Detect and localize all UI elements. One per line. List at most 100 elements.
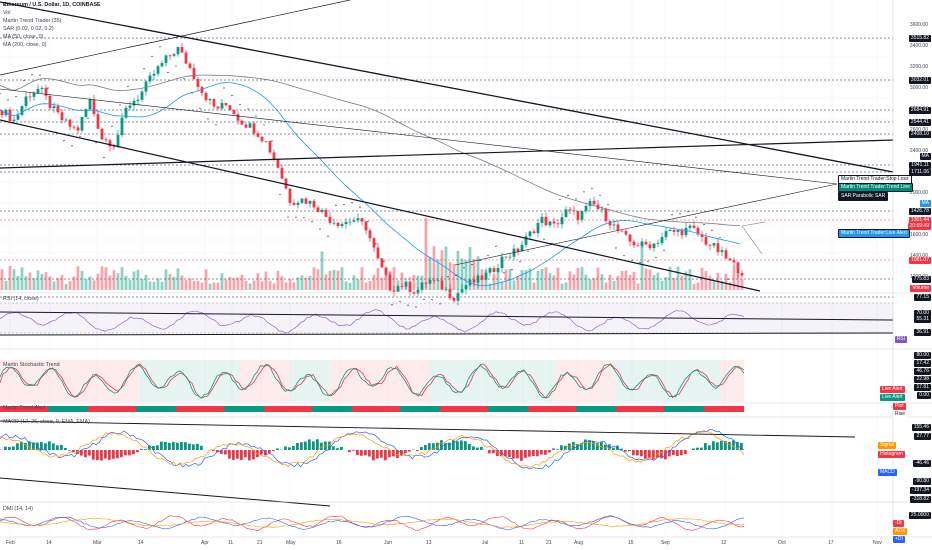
- volume-bar: [576, 267, 580, 290]
- dmi-tag[interactable]: 25.0000: [908, 512, 931, 519]
- indicator-ma200[interactable]: MA (200, close, 0): [3, 42, 47, 48]
- price-tag[interactable]: 2408.10: [908, 131, 931, 138]
- series-label[interactable]: Martin Trend Trader:Live Alert: [838, 229, 910, 238]
- price-tag[interactable]: 2544.41: [908, 119, 931, 126]
- stoch-alert-tag[interactable]: Live Alert: [880, 394, 905, 401]
- volume-bar: [172, 276, 176, 290]
- volume-bar: [328, 270, 332, 290]
- stoch-title[interactable]: Martin Stochastic Trend: [3, 362, 60, 368]
- volume-bar: [444, 246, 448, 290]
- alert-title[interactable]: Martin Trend Alert: [3, 405, 46, 411]
- macd-histogram-bar: [368, 450, 371, 457]
- stoch-tag[interactable]: 22.98: [914, 376, 931, 383]
- stoch-tag[interactable]: 17.81: [914, 384, 931, 391]
- rsi-tag[interactable]: 55.31: [914, 316, 931, 323]
- alert-segment: [8, 406, 16, 412]
- candle-body: [52, 106, 56, 109]
- macd-title[interactable]: MACD (12, 26, close, 9, EMA, EMA): [3, 419, 90, 425]
- macd-tag[interactable]: Histogram: [878, 451, 905, 458]
- macd-tag[interactable]: 155.46: [911, 424, 931, 431]
- macd-histogram-bar: [292, 446, 295, 450]
- price-tag[interactable]: 1711.06: [909, 169, 931, 176]
- price-tag[interactable]: MA: [919, 200, 931, 207]
- macd-histogram-bar: [340, 446, 343, 450]
- candle-body: [488, 268, 492, 273]
- alert-segment: [40, 406, 48, 412]
- price-tag[interactable]: 775.83: [911, 276, 931, 283]
- price-tag[interactable]: 1426.78: [908, 208, 931, 215]
- dmi-tag[interactable]: +DI: [893, 536, 905, 543]
- macd-histogram-bar: [624, 450, 627, 452]
- candle-body: [368, 230, 372, 239]
- macd-histogram-bar: [452, 440, 455, 450]
- price-tag[interactable]: MA: [919, 153, 931, 160]
- candle-body: [500, 256, 504, 269]
- dmi-tag[interactable]: ADX: [893, 528, 908, 535]
- macd-histogram-bar: [472, 446, 475, 450]
- alert-segment: [264, 406, 272, 412]
- alert-segment: [608, 406, 616, 412]
- indicator-martin-trend-trader[interactable]: Martin Trend Trader (35): [3, 18, 62, 24]
- sar-dot: [439, 303, 441, 305]
- price-tag[interactable]: 2684.91: [908, 107, 931, 114]
- stoch-tag[interactable]: 17.42: [914, 360, 931, 367]
- price-tag[interactable]: 20:59:49: [907, 223, 931, 230]
- candle-body: [148, 75, 152, 82]
- rsi-label-tag[interactable]: RSI: [894, 336, 907, 343]
- stoch-tag[interactable]: 0.00: [917, 392, 931, 399]
- price-tag[interactable]: Volume: [910, 285, 931, 292]
- stoch-alert-tag[interactable]: Live Alert: [880, 386, 905, 393]
- macd-tag[interactable]: -46.46: [912, 460, 931, 467]
- sar-dot: [127, 85, 129, 87]
- alert-tag[interactable]: Rise: [893, 411, 908, 418]
- macd-histogram-bar: [696, 447, 699, 450]
- volume-bar: [604, 282, 608, 290]
- price-tag[interactable]: 1081.07: [908, 257, 931, 264]
- macd-tag[interactable]: -197.34: [910, 487, 931, 494]
- time-axis-label: Apr: [201, 540, 209, 546]
- alert-segment: [520, 406, 528, 412]
- rsi-tag[interactable]: 36.91: [914, 329, 931, 336]
- dmi-tag[interactable]: -DI: [893, 520, 904, 527]
- candle-body: [284, 178, 288, 189]
- volume-bar: [392, 266, 396, 290]
- indicator-ma50[interactable]: MA (50, close, 0): [3, 34, 44, 40]
- indicator-sar[interactable]: SAR (0.02, 0.02, 0.2): [3, 26, 54, 32]
- macd-tag[interactable]: MACD: [878, 469, 897, 476]
- projection-arrow: [741, 221, 766, 227]
- price-tag[interactable]: 1301.44: [908, 217, 931, 224]
- price-tag[interactable]: 77.15: [914, 294, 931, 301]
- symbol-title[interactable]: Ethereum / U.S. Dollar, 1D, COINBASE: [3, 2, 101, 8]
- series-label[interactable]: Martin Trend Trader:Trend Line: [838, 183, 914, 192]
- series-label[interactable]: SAR:Parabolic SAR: [838, 192, 889, 201]
- dmi-title[interactable]: DMI (14, 14): [3, 506, 33, 512]
- volume-bar: [728, 282, 732, 290]
- macd-tag[interactable]: -318.82: [910, 496, 931, 503]
- stoch-tag[interactable]: 46.76: [914, 368, 931, 375]
- candle-body: [328, 216, 332, 223]
- candle-body: [0, 110, 4, 116]
- indicator-vol[interactable]: Vol: [3, 10, 11, 16]
- rsi-tag[interactable]: 70.00: [914, 310, 931, 317]
- candle-body: [612, 224, 616, 226]
- candle-body: [316, 207, 320, 212]
- macd-tag[interactable]: Signal: [878, 442, 896, 449]
- sar-dot: [119, 104, 121, 106]
- volume-bar: [600, 274, 604, 290]
- alert-tag[interactable]: Plot: [893, 403, 906, 410]
- sar-dot: [271, 140, 273, 142]
- volume-bar: [516, 276, 520, 290]
- price-tag[interactable]: 3515.82: [908, 35, 931, 42]
- macd-histogram-bar: [544, 450, 547, 455]
- volume-bar: [24, 276, 28, 290]
- macd-tag[interactable]: -90.80: [912, 478, 931, 485]
- rsi-title[interactable]: RSI (14, close): [3, 296, 39, 302]
- macd-tag[interactable]: 27.77: [914, 433, 931, 440]
- price-tag[interactable]: 3032.01: [908, 77, 931, 84]
- macd-histogram-bar: [432, 443, 435, 450]
- trendline-drawings[interactable]: [0, 0, 894, 507]
- candle-body: [720, 250, 724, 253]
- stoch-tag[interactable]: 80.00: [914, 352, 931, 359]
- price-tag[interactable]: 1941.11: [909, 162, 931, 169]
